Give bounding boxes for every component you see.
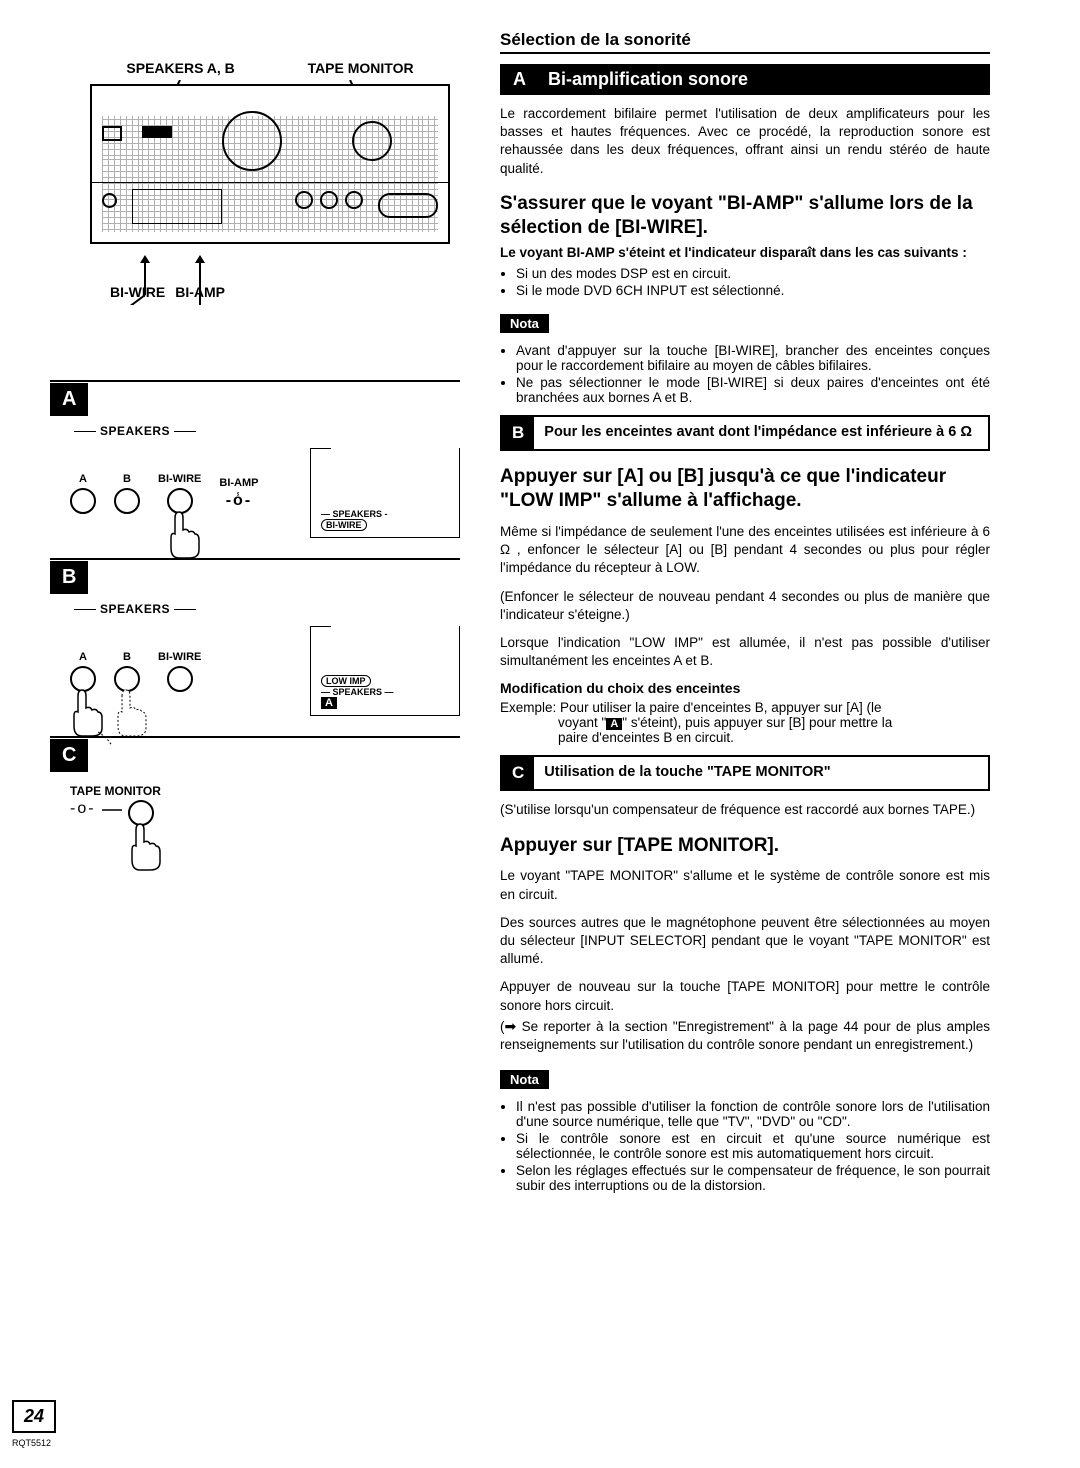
button-b-b[interactable]	[114, 666, 140, 692]
biamp-b1: Si un des modes DSP est en circuit.	[516, 266, 990, 281]
panel-b-col-biwire: BI-WIRE	[158, 651, 201, 663]
device-body	[90, 84, 450, 244]
panel-b-disp-label: SPEAKERS	[333, 687, 383, 697]
nota2-b1: Il n'est pas possible d'utiliser la fonc…	[516, 1099, 990, 1129]
panel-b-speakers-label: SPEAKERS	[70, 602, 200, 616]
nota2-bullets: Il n'est pas possible d'utiliser la fonc…	[500, 1099, 990, 1193]
doc-code: RQT5512	[12, 1438, 51, 1448]
led-icon: -o̾-	[226, 492, 252, 510]
example-l1: Pour utiliser la paire d'enceintes B, ap…	[560, 700, 882, 715]
device-diagram: SPEAKERS A, B TAPE MONITOR	[90, 60, 450, 360]
panel-a-col-biwire: BI-WIRE	[158, 473, 201, 485]
example-lead: Exemple:	[500, 700, 556, 715]
box-c-text: Utilisation de la touche "TAPE MONITOR"	[534, 757, 840, 789]
panel-a-col-biamp: BI-AMP	[219, 477, 258, 489]
nota2-b2: Si le contrôle sonore est en circuit et …	[516, 1131, 990, 1161]
panel-a-display: — SPEAKERS -BI-WIRE	[310, 448, 460, 538]
button-a-b[interactable]	[70, 666, 96, 692]
panel-a-disp-pill: BI-WIRE	[321, 519, 367, 531]
panel-a-col-b: B	[123, 473, 131, 485]
para-lowimp3: Lorsque l'indication "LOW IMP" est allum…	[500, 634, 990, 670]
panel-a-col-a: A	[79, 473, 87, 485]
para-tape4: (➡ Se reporter à la section "Enregistrem…	[500, 1017, 990, 1054]
biamp-b2: Si le mode DVD 6CH INPUT est sélectionné…	[516, 283, 990, 298]
para-c1: (S'utilise lorsqu'un compensateur de fré…	[500, 801, 990, 819]
panel-b-col-a: A	[79, 651, 87, 663]
label-speakers-ab: SPEAKERS A, B	[126, 60, 234, 76]
section-title: Sélection de la sonorité	[500, 30, 691, 49]
para-tape1: Le voyant "TAPE MONITOR" s'allume et le …	[500, 867, 990, 903]
para-tape2: Des sources autres que le magnétophone p…	[500, 914, 990, 969]
nota1-b2: Ne pas sélectionner le mode [BI-WIRE] si…	[516, 375, 990, 405]
panel-a: A SPEAKERS A B BI-WIRE BI-AMP -o̾- — SPEA…	[50, 380, 460, 560]
nota-2: Nota	[500, 1070, 549, 1089]
panel-c-label: TAPE MONITOR	[70, 784, 460, 798]
panel-b: B SPEAKERS A B BI-WIRE LOW IMP— SP	[50, 558, 460, 738]
example-l3: paire d'enceintes B en circuit.	[500, 730, 990, 745]
example-icon: A	[606, 718, 622, 730]
box-c-tag: C	[502, 757, 534, 789]
led-icon-c: -o-	[70, 800, 96, 818]
panel-a-speakers-label: SPEAKERS	[70, 424, 200, 438]
para-a: Le raccordement bifilaire permet l'utili…	[500, 105, 990, 178]
panel-c-tag: C	[50, 739, 88, 772]
box-c: C Utilisation de la touche "TAPE MONITOR…	[500, 755, 990, 791]
panel-b-tag: B	[50, 561, 88, 594]
button-tape-monitor[interactable]	[128, 800, 154, 826]
panel-b-display: LOW IMP— SPEAKERS —A	[310, 626, 460, 716]
button-b[interactable]	[114, 488, 140, 514]
button-biwire-b[interactable]	[167, 666, 193, 692]
box-b: B Pour les enceintes avant dont l'impéda…	[500, 415, 990, 451]
heading-biamp: S'assurer que le voyant "BI-AMP" s'allum…	[500, 192, 990, 240]
page-number: 24	[12, 1400, 56, 1433]
hand-press-icon	[165, 510, 205, 560]
panel-b-disp-badge: A	[321, 697, 337, 709]
para-lowimp1: Même si l'impédance de seulement l'une d…	[500, 523, 990, 578]
example-l2b: " s'éteint), puis appuyer sur [B] pour m…	[622, 715, 892, 730]
box-b-tag: B	[502, 417, 534, 449]
heading-lowimp: Appuyer sur [A] ou [B] jusqu'à ce que l'…	[500, 465, 990, 513]
panel-b-col-b: B	[123, 651, 131, 663]
para-tape3: Appuyer de nouveau sur la touche [TAPE M…	[500, 978, 990, 1014]
button-a[interactable]	[70, 488, 96, 514]
header-a: A Bi-amplification sonore	[500, 64, 990, 95]
header-a-tag: A	[501, 65, 538, 94]
example-l2a: voyant "	[558, 715, 606, 730]
panel-b-disp-pill: LOW IMP	[321, 675, 371, 687]
panel-a-tag: A	[50, 383, 88, 416]
nota-1: Nota	[500, 314, 549, 333]
bold-biamp: Le voyant BI-AMP s'éteint et l'indicateu…	[500, 245, 990, 260]
example: Exemple: Pour utiliser la paire d'encein…	[500, 700, 990, 745]
panel-a-disp-label: SPEAKERS	[333, 509, 383, 519]
box-b-text: Pour les enceintes avant dont l'impédanc…	[534, 417, 982, 449]
label-tape-monitor: TAPE MONITOR	[308, 60, 414, 76]
biamp-bullets: Si un des modes DSP est en circuit. Si l…	[500, 266, 990, 298]
left-column: SPEAKERS A, B TAPE MONITOR	[50, 20, 490, 1203]
para-lowimp2: (Enfoncer le sélecteur de nouveau pendan…	[500, 588, 990, 624]
nota2-b3: Selon les réglages effectués sur le comp…	[516, 1163, 990, 1193]
header-a-text: Bi-amplification sonore	[538, 65, 989, 94]
right-column: Sélection de la sonorité A Bi-amplificat…	[490, 20, 990, 1203]
hand-press-icon	[126, 822, 166, 872]
heading-tape: Appuyer sur [TAPE MONITOR].	[500, 834, 990, 858]
nota1-bullets: Avant d'appuyer sur la touche [BI-WIRE],…	[500, 343, 990, 405]
arrow-icon: ➡	[505, 1018, 517, 1034]
panel-c: C TAPE MONITOR -o-	[50, 736, 460, 846]
mod-title: Modification du choix des enceintes	[500, 680, 990, 696]
nota1-b1: Avant d'appuyer sur la touche [BI-WIRE],…	[516, 343, 990, 373]
button-biwire[interactable]	[167, 488, 193, 514]
